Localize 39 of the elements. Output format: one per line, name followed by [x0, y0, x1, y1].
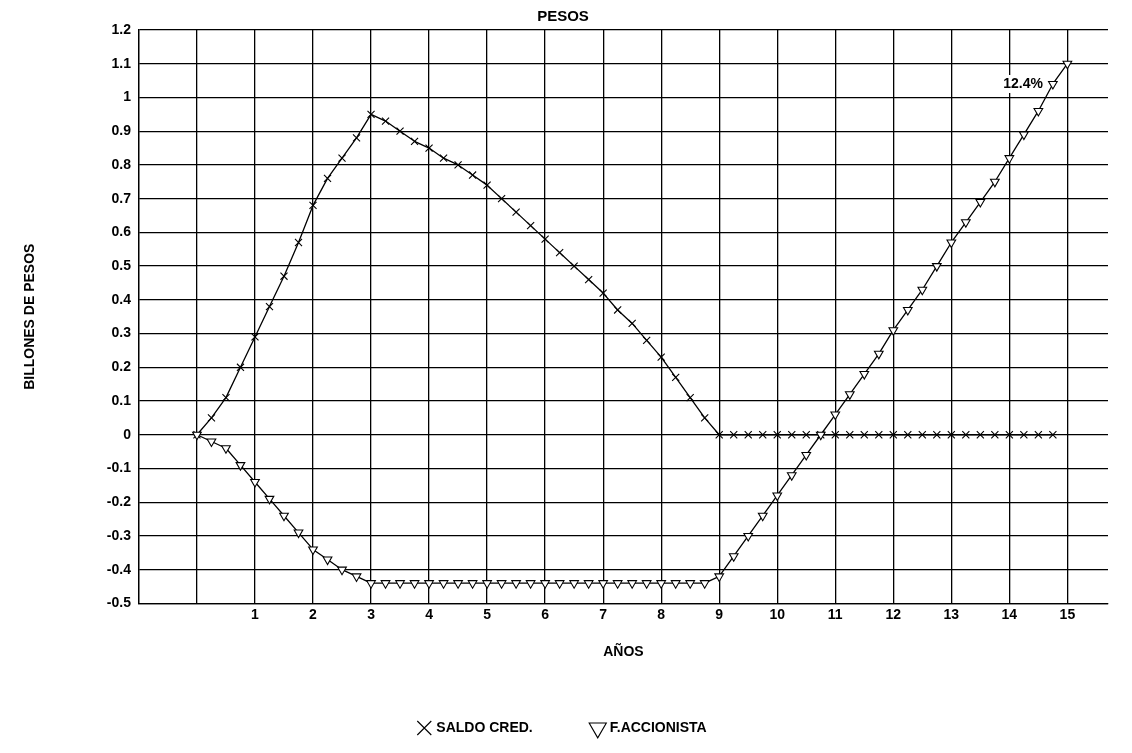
y-tick-label: 1 — [123, 88, 132, 105]
x-tick-label: 3 — [367, 605, 376, 622]
legend-label: F.ACCIONISTA — [609, 718, 707, 735]
y-tick-label: 0.8 — [111, 155, 132, 172]
x-tick-label: 8 — [657, 605, 666, 622]
y-tick-label: -0.1 — [106, 459, 132, 476]
y-tick-label: 0.3 — [111, 324, 132, 341]
annotation: 12.4% — [1003, 74, 1044, 91]
x-tick-label: 6 — [541, 605, 550, 622]
x-tick-label: 2 — [309, 605, 318, 622]
x-tick-label: 1 — [251, 605, 260, 622]
y-tick-label: -0.2 — [106, 493, 132, 510]
x-tick-label: 13 — [943, 605, 960, 622]
y-tick-label: -0.3 — [106, 526, 132, 543]
x-axis-title: AÑOS — [603, 642, 644, 660]
y-tick-label: 0.4 — [111, 290, 132, 307]
x-tick-label: 4 — [425, 605, 434, 622]
legend-label: SALDO CRED. — [436, 718, 533, 735]
chart-title: PESOS — [537, 7, 589, 25]
y-tick-label: 0.6 — [111, 223, 132, 240]
x-tick-label: 15 — [1059, 605, 1076, 622]
x-tick-label: 5 — [483, 605, 492, 622]
y-tick-label: 1.2 — [111, 20, 132, 37]
y-tick-label: 1.1 — [111, 54, 132, 71]
y-tick-label: 0.1 — [111, 391, 132, 408]
y-tick-label: 0.9 — [111, 122, 132, 139]
x-tick-label: 9 — [715, 605, 724, 622]
x-tick-label: 12 — [885, 605, 902, 622]
y-tick-label: -0.5 — [106, 594, 132, 611]
x-tick-label: 11 — [827, 605, 843, 622]
y-tick-label: 0.5 — [111, 256, 132, 273]
y-tick-label: -0.4 — [106, 560, 132, 577]
x-tick-label: 14 — [1001, 605, 1018, 622]
y-axis-title: BILLONES DE PESOS — [21, 243, 38, 390]
y-tick-label: 0 — [123, 425, 132, 442]
y-tick-label: 0.7 — [111, 189, 132, 206]
x-tick-label: 10 — [769, 605, 786, 622]
y-tick-label: 0.2 — [111, 358, 132, 375]
x-tick-label: 7 — [599, 605, 608, 622]
